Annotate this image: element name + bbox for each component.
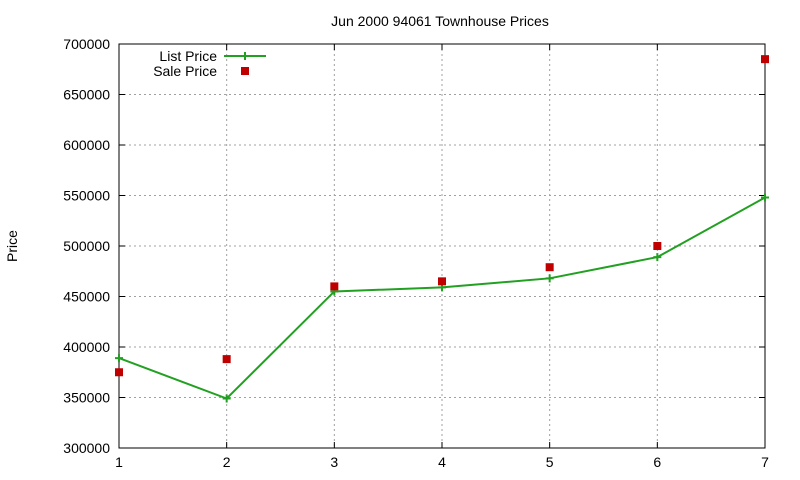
x-tick-label: 5 [546, 454, 554, 470]
sale-price-point [653, 242, 662, 250]
y-tick-label: 700000 [63, 36, 110, 52]
sale-price-point [438, 277, 446, 286]
list-price-point [653, 253, 662, 262]
axis-ticks: 300000 350000 400000 450000 500000 550000 6000… [63, 36, 769, 470]
x-tick-label: 3 [330, 454, 338, 470]
legend-label-list-price: List Price [159, 48, 217, 64]
y-axis-label: Price [4, 230, 20, 262]
data-series [115, 55, 769, 403]
y-tick-label: 450000 [63, 289, 110, 305]
x-tick-label: 6 [653, 454, 661, 470]
y-tick-label: 600000 [63, 137, 110, 153]
grid-lines [119, 44, 765, 448]
sale-price-point [115, 368, 123, 377]
y-tick-label: 400000 [63, 339, 110, 355]
y-tick-label: 300000 [63, 440, 110, 456]
list-price-line [118, 196, 766, 400]
sale-price-point [545, 263, 554, 272]
sale-price-point [222, 355, 231, 364]
legend-marker-list-price [241, 52, 249, 60]
list-price-point [115, 354, 123, 363]
x-tick-label: 1 [115, 454, 123, 470]
sale-price-point [761, 55, 769, 64]
legend-marker-sale-price [241, 67, 249, 75]
list-price-point [761, 193, 769, 202]
y-tick-label: 350000 [63, 390, 110, 406]
y-tick-label: 500000 [63, 238, 110, 254]
list-price-point [222, 394, 231, 403]
x-tick-label: 4 [438, 454, 446, 470]
list-price-point [545, 274, 554, 283]
y-tick-label: 550000 [63, 188, 110, 204]
x-tick-label: 7 [761, 454, 769, 470]
x-tick-label: 2 [223, 454, 231, 470]
chart-title: Jun 2000 94061 Townhouse Prices [331, 13, 549, 29]
sale-price-point [330, 282, 339, 291]
y-tick-label: 650000 [63, 87, 110, 103]
legend-label-sale-price: Sale Price [153, 63, 217, 79]
